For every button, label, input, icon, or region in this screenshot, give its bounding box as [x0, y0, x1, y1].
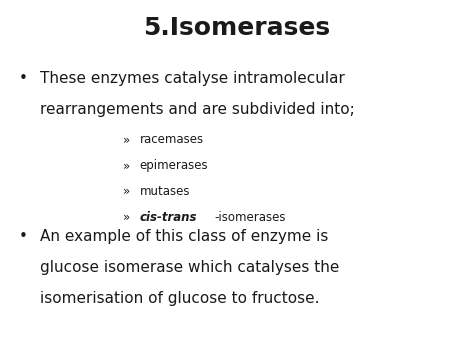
Text: rearrangements and are subdivided into;: rearrangements and are subdivided into;	[40, 102, 355, 117]
Text: These enzymes catalyse intramolecular: These enzymes catalyse intramolecular	[40, 71, 345, 86]
Text: cis-trans: cis-trans	[140, 211, 197, 224]
Text: »: »	[123, 185, 130, 198]
Text: racemases: racemases	[140, 133, 204, 147]
Text: -isomerases: -isomerases	[214, 211, 285, 224]
Text: An example of this class of enzyme is: An example of this class of enzyme is	[40, 229, 328, 244]
Text: isomerisation of glucose to fructose.: isomerisation of glucose to fructose.	[40, 291, 320, 306]
Text: »: »	[123, 133, 130, 147]
Text: 5.Isomerases: 5.Isomerases	[144, 16, 330, 40]
Text: •: •	[19, 229, 28, 244]
Text: »: »	[123, 159, 130, 173]
Text: mutases: mutases	[140, 185, 191, 198]
Text: epimerases: epimerases	[140, 159, 209, 173]
Text: »: »	[123, 211, 130, 224]
Text: glucose isomerase which catalyses the: glucose isomerase which catalyses the	[40, 260, 340, 275]
Text: •: •	[19, 71, 28, 86]
